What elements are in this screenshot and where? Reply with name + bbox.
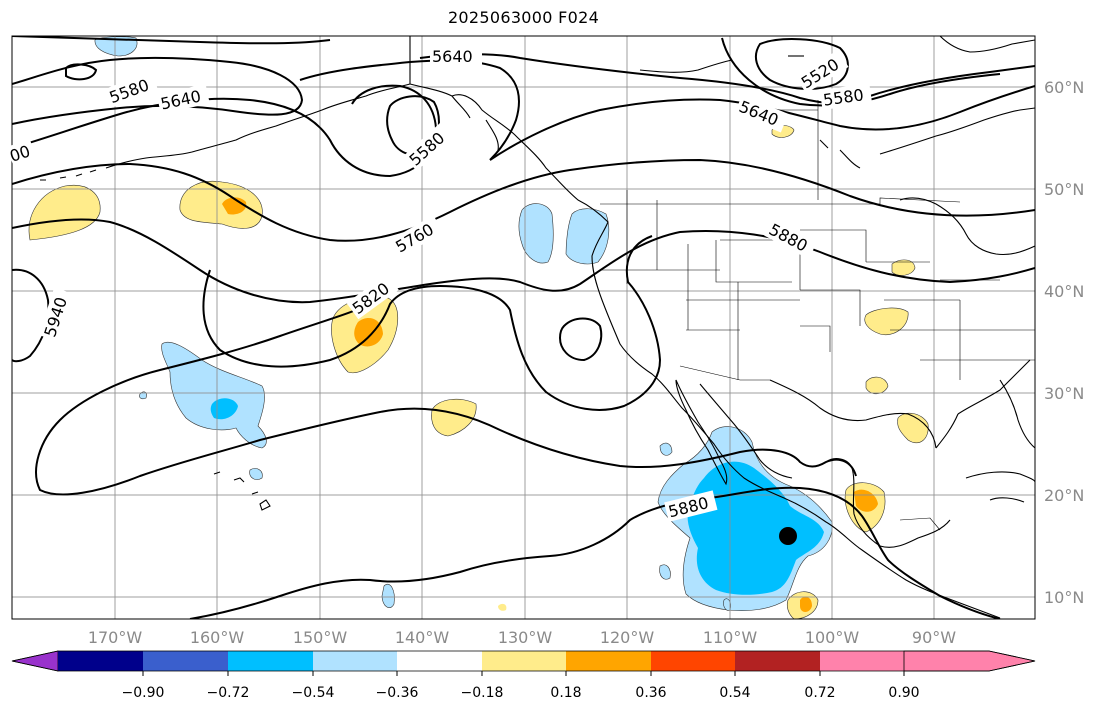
positive-area — [431, 398, 477, 437]
contour-line — [12, 56, 304, 125]
colorbar-segment — [566, 651, 651, 671]
positive-area — [498, 603, 507, 611]
positive-area — [28, 184, 101, 241]
lon-label: 160°W — [190, 628, 245, 647]
positive-area — [865, 376, 889, 395]
negative-area — [659, 442, 673, 456]
colorbar-segment — [228, 651, 313, 671]
label-bg — [764, 217, 818, 260]
colorbar-extend-low — [11, 650, 59, 672]
colorbar-segment — [820, 651, 904, 671]
contour-line — [12, 218, 1035, 304]
contour-line — [419, 53, 1035, 105]
colorbar-tick: 0.90 — [888, 685, 919, 701]
label-bg — [390, 215, 444, 258]
lon-label: 140°W — [395, 628, 450, 647]
map-frame — [11, 35, 1036, 620]
label-bg — [156, 83, 210, 114]
colorbar-segment — [651, 651, 735, 671]
label-bg — [346, 273, 399, 320]
contour-line — [12, 84, 438, 178]
colorbar-outline — [11, 650, 1036, 672]
contour-line — [439, 235, 662, 411]
longitude-labels: 170°W 160°W 150°W 140°W 130°W 120°W 110°… — [88, 628, 956, 647]
colorbar-tick: −0.36 — [376, 685, 419, 701]
label-bg — [664, 490, 718, 522]
colorbar-segment — [313, 651, 397, 671]
colorbar-segment — [143, 651, 228, 671]
negative-area — [249, 468, 263, 480]
map-title: 2025063000 F024 — [447, 8, 600, 27]
label-bg — [403, 122, 454, 171]
colorbar-tick: −0.54 — [292, 685, 335, 701]
label-bg — [430, 46, 482, 66]
label-bg — [734, 95, 789, 133]
contour-line — [65, 63, 98, 81]
lon-label: 110°W — [703, 628, 758, 647]
map-area — [12, 36, 1035, 619]
negative-area — [139, 391, 147, 400]
contour-line — [202, 269, 441, 368]
colorbar-tick: 0.72 — [804, 685, 835, 701]
colorbar-tick: 0.18 — [550, 685, 581, 701]
latitude-labels: 60°N 50°N 40°N 30°N 20°N 10°N — [1044, 78, 1084, 607]
lon-label: 120°W — [600, 628, 655, 647]
lon-label: 150°W — [293, 628, 348, 647]
colorbar-extend-high — [903, 650, 1036, 672]
colorbar-tick: −0.18 — [461, 685, 504, 701]
contour-line — [754, 38, 849, 90]
contour-line — [35, 299, 857, 496]
lat-label: 30°N — [1044, 384, 1084, 403]
negative-area — [518, 203, 554, 264]
colorbar-segment — [58, 651, 143, 671]
positive-area — [891, 259, 916, 276]
negative-area — [210, 398, 238, 420]
lat-label: 40°N — [1044, 282, 1084, 301]
storm-center-marker — [779, 527, 797, 545]
colorbar-tick: 0.36 — [635, 685, 666, 701]
contour-line — [12, 36, 331, 45]
contour-line — [299, 59, 520, 161]
colorbar-segment — [397, 651, 482, 671]
label-bg — [7, 139, 37, 166]
colorbar-segment — [735, 651, 820, 671]
colorbar-segment — [482, 651, 566, 671]
lat-label: 50°N — [1044, 180, 1084, 199]
colorbar: −0.90 −0.72 −0.54 −0.36 −0.18 0.18 0.36 … — [11, 650, 1036, 701]
negative-area — [161, 341, 267, 449]
negative-area — [381, 584, 395, 608]
positive-area — [354, 318, 383, 347]
contour-line — [12, 158, 1035, 242]
lon-label: 130°W — [498, 628, 553, 647]
lon-label: 100°W — [805, 628, 860, 647]
label-bg — [819, 83, 873, 110]
label-bg — [38, 287, 74, 342]
contour-label: 5640 — [432, 47, 473, 66]
label-bg — [795, 49, 849, 94]
contour-line — [189, 486, 1001, 619]
positive-area — [800, 596, 812, 612]
lat-label: 60°N — [1044, 78, 1084, 97]
lat-label: 20°N — [1044, 486, 1084, 505]
lat-label: 10°N — [1044, 588, 1084, 607]
negative-area — [565, 208, 610, 265]
negative-area — [659, 564, 671, 580]
contour-line — [558, 317, 603, 362]
colorbar-tick: −0.72 — [207, 685, 250, 701]
colorbar-tick: 0.54 — [719, 685, 750, 701]
lon-label: 170°W — [88, 628, 143, 647]
label-bg — [104, 71, 159, 108]
lon-label: 90°W — [912, 628, 956, 647]
colorbar-tick: −0.90 — [122, 685, 165, 701]
